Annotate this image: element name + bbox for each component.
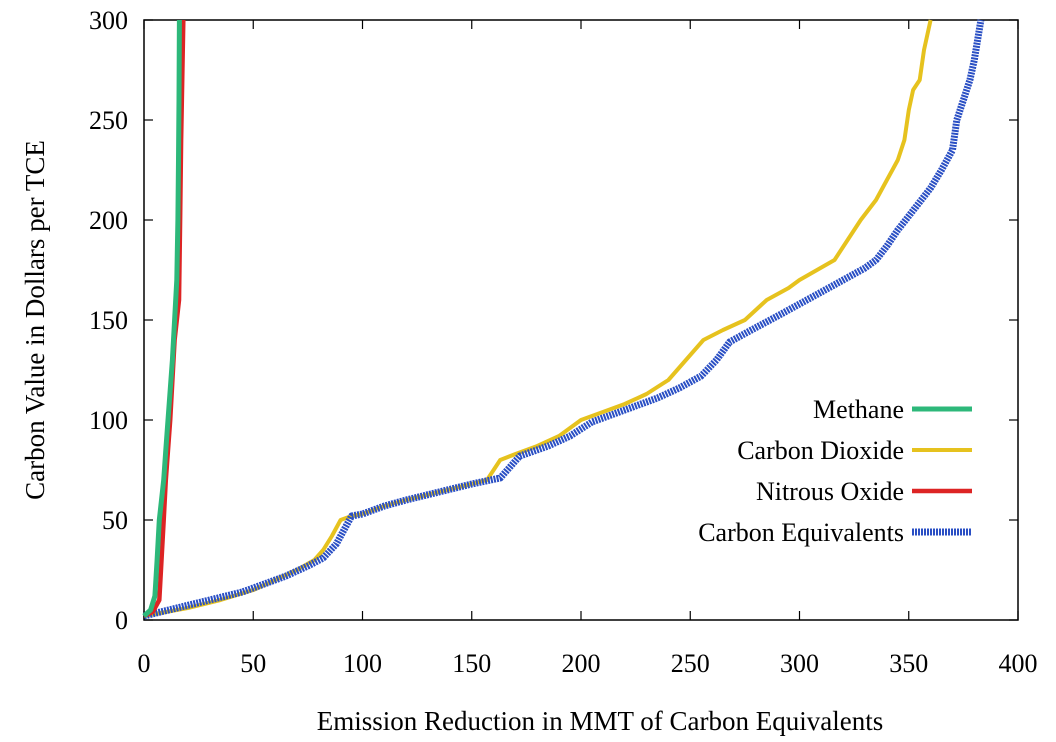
axis-ticks: 0 50 100 150 200 250 300 350 400 0 50 100 150 200 250 3… xyxy=(89,6,1038,678)
x-tick-label: 300 xyxy=(780,649,819,678)
x-tick-label: 250 xyxy=(671,649,710,678)
legend-label-methane: Methane xyxy=(813,395,904,424)
x-tick-label: 400 xyxy=(999,649,1038,678)
x-tick-label: 50 xyxy=(240,649,266,678)
x-tick-label: 150 xyxy=(452,649,491,678)
x-tick-label: 100 xyxy=(343,649,382,678)
series-line-methane xyxy=(142,19,182,618)
legend-label-carbon-equivalents: Carbon Equivalents xyxy=(698,518,904,547)
x-tick-label: 200 xyxy=(562,649,601,678)
y-tick-label: 150 xyxy=(89,306,128,335)
y-tick-label: 100 xyxy=(89,406,128,435)
y-tick-label: 0 xyxy=(115,606,128,635)
x-tick-label: 0 xyxy=(138,649,151,678)
y-axis-label: Carbon Value in Dollars per TCE xyxy=(20,140,50,500)
legend-label-nitrous-oxide: Nitrous Oxide xyxy=(756,477,904,506)
y-tick-label: 250 xyxy=(89,106,128,135)
y-tick-label: 300 xyxy=(89,6,128,35)
y-tick-label: 200 xyxy=(89,206,128,235)
legend-label-carbon-dioxide: Carbon Dioxide xyxy=(737,436,904,465)
x-tick-label: 350 xyxy=(889,649,928,678)
x-axis-label: Emission Reduction in MMT of Carbon Equi… xyxy=(317,706,883,736)
legend: Methane Carbon Dioxide Nitrous Oxide Carbon… xyxy=(698,395,972,547)
series-layer xyxy=(142,19,985,620)
series-line-carbon-equivalents xyxy=(143,19,985,620)
y-tick-label: 50 xyxy=(102,506,128,535)
series-line-carbon-dioxide xyxy=(143,19,933,618)
